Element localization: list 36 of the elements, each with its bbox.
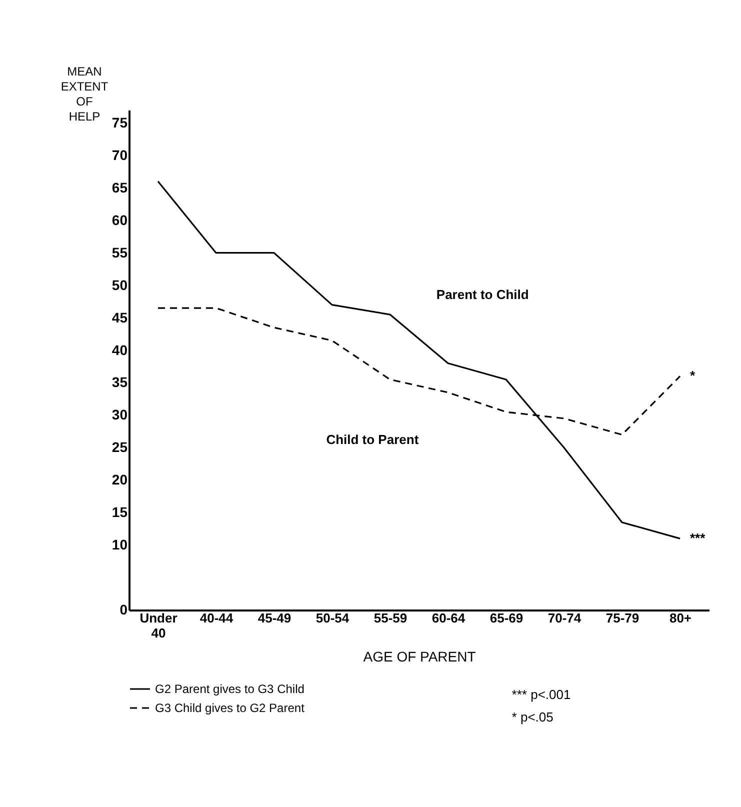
y-tick-label: 70 <box>112 146 128 163</box>
y-tick-label: 45 <box>112 309 128 326</box>
y-tick-label: 75 <box>112 114 128 130</box>
annotation: * <box>690 368 696 384</box>
y-tick-label: 15 <box>112 504 128 520</box>
x-tick-label: 75-79 <box>606 610 640 626</box>
y-tick-label: 55 <box>112 244 128 260</box>
y-tick-label: 35 <box>112 374 128 390</box>
x-tick-label: 55-59 <box>374 610 408 626</box>
y-tick-label: 0 <box>120 602 128 618</box>
annotation: *** <box>690 530 706 546</box>
line-series <box>157 180 681 540</box>
x-tick-label: 80+ <box>669 610 692 626</box>
y-axis-title: MEAN EXTENT OF HELP <box>60 64 109 124</box>
legend-label: G2 Parent gives to G3 Child <box>155 682 304 696</box>
x-tick-label: 45-49 <box>258 610 292 626</box>
y-tick-label: 65 <box>112 179 128 196</box>
x-tick-label: 60-64 <box>432 610 466 626</box>
y-tick-label: 50 <box>112 276 128 293</box>
x-tick-label: Under 40 <box>140 610 178 640</box>
text: *** p<.001 <box>512 687 571 702</box>
y-tick-label: 20 <box>112 472 128 488</box>
y-tick-label: 25 <box>112 439 128 456</box>
text: * p<.05 <box>512 710 554 724</box>
x-tick-label: 70-74 <box>548 610 582 626</box>
annotation: Parent to Child <box>436 287 529 302</box>
y-tick-label: 40 <box>112 342 128 358</box>
annotation: Child to Parent <box>326 432 420 447</box>
x-tick-label: 50-54 <box>316 610 350 626</box>
x-tick-label: 65-69 <box>490 610 524 626</box>
y-tick-label: 30 <box>112 406 128 423</box>
x-axis-title: AGE OF PARENT <box>363 648 476 664</box>
x-tick-label: 40-44 <box>200 610 234 626</box>
y-tick-label: 10 <box>112 536 128 553</box>
legend-label: G3 Child gives to G2 Parent <box>155 701 306 715</box>
y-tick-label: 60 <box>112 212 128 228</box>
